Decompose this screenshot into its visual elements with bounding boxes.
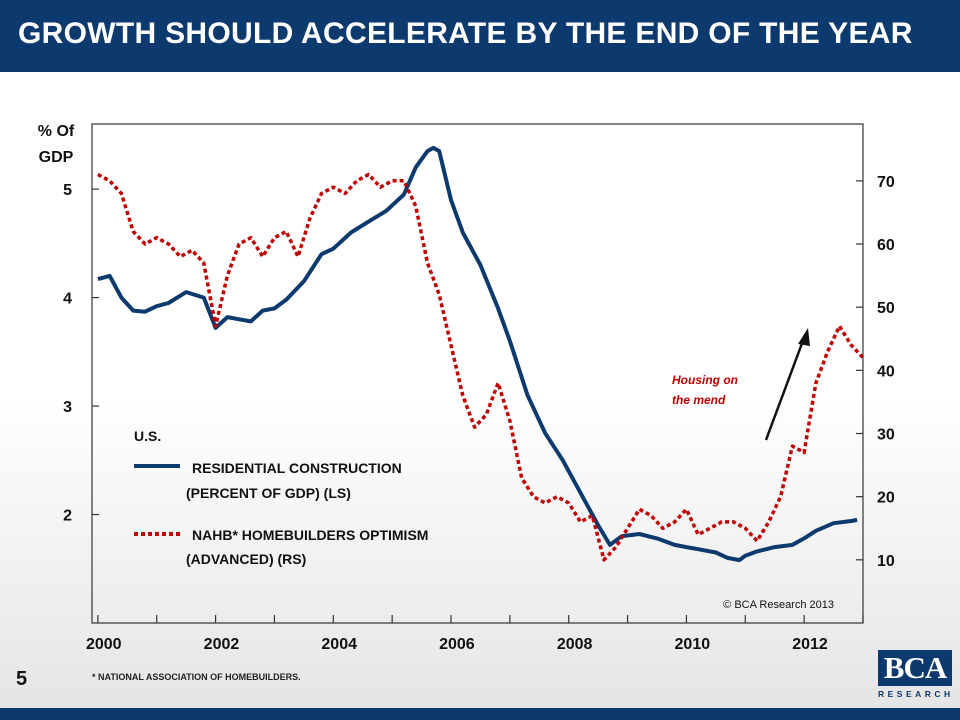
copyright: © BCA Research 2013 (723, 599, 834, 611)
right-tick-label: 10 (877, 553, 895, 570)
x-tick-label: 2000 (86, 636, 122, 653)
page-number: 5 (16, 668, 28, 690)
bca-logo: BCA RESEARCH (878, 650, 952, 702)
legend-label-residential-1: RESIDENTIAL CONSTRUCTION (192, 460, 402, 476)
x-tick-label: 2004 (321, 636, 357, 653)
page-title: GROWTH SHOULD ACCELERATE BY THE END OF T… (18, 17, 913, 50)
series-layer (97, 145, 865, 563)
x-axis: 2000 2002 2004 2006 2008 2010 2012 (86, 615, 864, 653)
bottom-bar (0, 708, 960, 720)
annotation-arrowhead (798, 328, 810, 346)
x-tick-label: 2006 (439, 636, 475, 653)
series-nahb-line (97, 172, 865, 562)
right-tick-label: 40 (877, 363, 895, 380)
right-tick-label: 50 (877, 300, 895, 317)
right-axis: 10 20 30 40 50 60 70 (856, 174, 895, 570)
left-tick-label: 5 (63, 182, 72, 199)
logo-mark: BCA (878, 650, 952, 686)
footnote: * NATIONAL ASSOCIATION OF HOMEBUILDERS. (92, 672, 301, 682)
left-tick-label: 2 (63, 508, 72, 525)
right-tick-label: 30 (877, 427, 895, 444)
x-tick-label: 2010 (675, 636, 711, 653)
left-axis-label-line2: GDP (39, 149, 74, 166)
left-tick-label: 4 (63, 291, 72, 308)
plot-frame (91, 123, 864, 624)
annotation-text-1: Housing on (672, 373, 738, 387)
title-bar: GROWTH SHOULD ACCELERATE BY THE END OF T… (0, 0, 960, 72)
left-axis: 2 3 4 5 (63, 182, 99, 525)
legend-region: U.S. (134, 428, 161, 444)
left-axis-label-line1: % Of (38, 123, 75, 140)
annotation-text-2: the mend (672, 393, 726, 407)
right-tick-label: 70 (877, 174, 895, 191)
right-tick-label: 20 (877, 490, 895, 507)
legend-label-residential-2: (PERCENT OF GDP) (LS) (186, 485, 351, 501)
left-tick-label: 3 (63, 399, 72, 416)
legend-label-nahb-1: NAHB* HOMEBUILDERS OPTIMISM (192, 527, 428, 543)
x-tick-label: 2008 (557, 636, 593, 653)
x-tick-label: 2012 (792, 636, 828, 653)
series-residential-line (97, 145, 858, 563)
right-tick-label: 60 (877, 237, 895, 254)
legend-label-nahb-2: (ADVANCED) (RS) (186, 551, 306, 567)
annotation-arrow (764, 337, 806, 441)
x-tick-label: 2002 (204, 636, 240, 653)
logo-subtext: RESEARCH (878, 689, 954, 699)
